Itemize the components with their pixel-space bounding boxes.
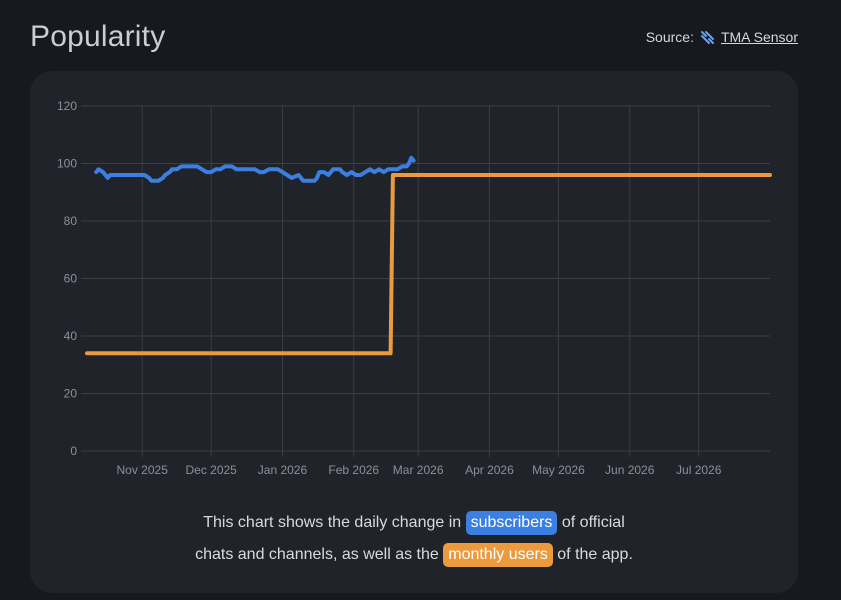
y-tick-label: 60 [64,272,78,286]
caption-text-2: of official [561,514,625,531]
caption-text-3: chats and channels, as well as the [195,546,439,563]
x-tick-label: Nov 2025 [117,463,169,477]
subscribers-chip: subscribers [465,511,558,535]
x-tick-label: Feb 2026 [328,463,379,477]
x-tick-label: Jul 2026 [676,463,722,477]
monthly-users-chip: monthly users [443,543,553,567]
subscribers-line [94,155,416,183]
x-tick-label: Jun 2026 [605,463,655,477]
caption-line-2: chats and channels, as well as the month… [30,539,798,571]
x-tick-label: Dec 2025 [185,463,237,477]
x-tick-label: Apr 2026 [465,463,514,477]
y-tick-label: 40 [64,329,78,343]
source-attribution: Source: TMA Sensor [646,29,798,45]
y-tick-label: 80 [64,214,78,228]
caption-text-1: This chart shows the daily change in [203,514,462,531]
chart-caption: This chart shows the daily change in sub… [30,507,798,571]
y-tick-label: 120 [57,99,77,113]
source-label: Source: [645,29,694,45]
chart-card: 0 20 40 60 80 100 120 Nov 2025 Dec 2025 Jan 2026 F… [30,71,798,593]
tma-sensor-icon [700,30,715,45]
y-tick-label: 20 [64,387,78,401]
monthly-users-line [85,173,772,356]
page-title: Popularity [30,20,166,53]
popularity-chart: 0 20 40 60 80 100 120 Nov 2025 Dec 2025 Jan 2026 F… [57,99,772,477]
y-tick-label: 0 [70,444,77,458]
source-link[interactable]: TMA Sensor [720,29,798,45]
y-tick-label: 100 [57,157,77,171]
caption-line-1: This chart shows the daily change in sub… [30,507,798,539]
x-tick-label: Mar 2026 [393,463,444,477]
x-tick-label: May 2026 [532,463,585,477]
x-tick-label: Jan 2026 [258,463,308,477]
caption-text-4: of the app. [557,546,633,563]
